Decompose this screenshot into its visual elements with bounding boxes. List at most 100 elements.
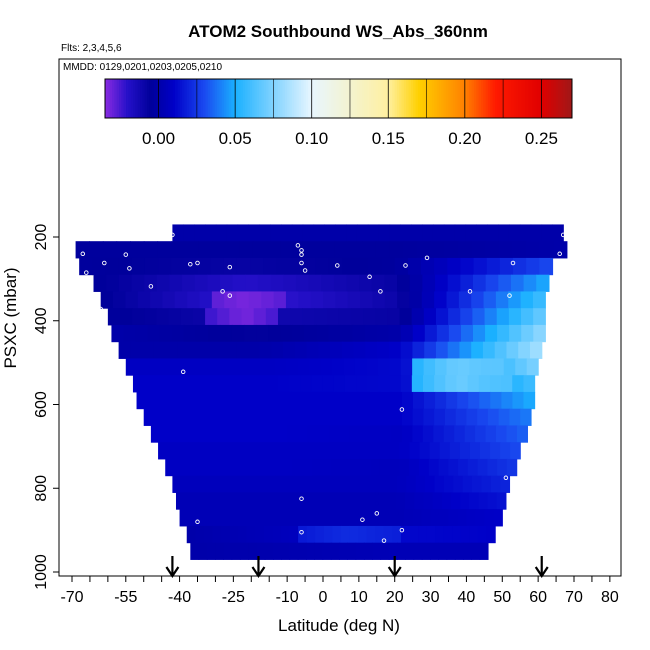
heatmap-cell [401,391,414,410]
heatmap-cell [137,291,151,309]
colorbar-frame [104,78,573,119]
colorbar-segment [303,79,307,118]
heatmap-cell [130,341,143,359]
heatmap-cell [350,475,361,493]
colorbar-segment [541,79,545,118]
heatmap-cell [389,458,401,477]
heatmap-cell [298,525,308,544]
colorbar-segment [487,79,491,118]
heatmap-cell [269,391,281,410]
colorbar-segment [408,79,412,118]
heatmap-cell [500,475,511,493]
colorbar-segment [478,79,482,118]
heatmap-cell [206,542,216,560]
heatmap-cell [240,408,252,426]
heatmap-cell [322,492,333,510]
heatmap-cell [215,509,225,527]
heatmap-cell [333,375,346,393]
heatmap-cell [436,324,450,343]
heatmap-cell [125,291,139,309]
colorbar-segment [238,79,241,118]
heatmap-cell [295,274,310,292]
heatmap-cell [311,458,323,477]
colorbar-segment [231,79,234,118]
heatmap-cell [257,274,272,292]
observation-point [374,511,380,516]
colorbar-segment [394,79,398,118]
heatmap-cell [432,492,443,510]
heatmap-cell [462,475,473,493]
heatmap-cell [509,408,521,426]
heatmap-cell [300,375,313,393]
heatmap-cell [229,408,242,426]
heatmap-cell [489,375,502,393]
heatmap-cell [260,509,270,527]
heatmap-cell [340,324,354,343]
heatmap-cell [333,274,348,292]
heatmap-cell [467,375,480,393]
heatmap-cell [423,375,435,393]
heatmap-cell [206,509,217,527]
heatmap-cell [283,341,296,359]
heatmap-cell [197,408,209,426]
heatmap-cell [194,224,206,242]
heatmap-cell [303,475,314,493]
heatmap-cell [177,341,190,359]
heatmap-cell [276,492,287,510]
heatmap-cell [486,257,501,276]
heatmap-cell [375,525,385,544]
heatmap-cell [118,274,133,292]
heatmap-cell [493,509,503,527]
colorbar-segment [240,79,244,118]
heatmap-cell [177,375,190,393]
heatmap-cell [292,458,303,477]
heatmap-cell [224,509,234,527]
heatmap-cell [276,425,288,443]
heatmap-cell [211,291,225,309]
heatmap-cell [385,509,396,527]
heatmap-cell [221,525,231,544]
heatmap-cell [348,408,360,426]
heatmap-cell [186,525,196,544]
colorbar-segment [280,79,283,118]
heatmap-cell [340,509,351,527]
heatmap-cell [256,475,267,493]
heatmap-cell [454,224,467,242]
heatmap-cell [512,391,525,410]
heatmap-cell [168,308,182,326]
heatmap-cell [434,257,448,276]
heatmap-cell [484,308,498,326]
observation-point [378,289,383,294]
colorbar-segment [494,79,498,118]
heatmap-cell [195,525,205,544]
heatmap-cell [443,224,456,242]
colorbar-segment [287,79,290,118]
colorbar-segment [200,79,204,118]
colorbar-segment [186,79,190,118]
heatmap-cell [471,241,486,259]
heatmap-cell [418,525,428,544]
heatmap-cell [520,408,532,426]
heatmap-cell [238,442,250,460]
colorbar-segment [506,79,510,118]
heatmap-cell [459,341,472,359]
colorbar-segment [109,79,113,118]
colorbar-segment [296,79,300,118]
colorbar-segment [464,79,468,118]
heatmap-cell [313,391,326,410]
heatmap-cell [506,341,519,359]
heatmap-cell [301,458,313,477]
heatmap-cell [450,492,461,510]
heatmap-cell [297,425,309,443]
heatmap-cell [285,291,299,309]
heatmap-cell [147,391,160,410]
heatmap-cell [422,425,434,443]
colorbar-segment [431,79,435,118]
colorbar-segment [445,79,449,118]
heatmap-cell [359,475,370,493]
heatmap-cell [331,492,342,510]
heatmap-cell [313,224,325,242]
heatmap-cell [389,241,404,259]
x-tick-label: 50 [493,589,511,606]
heatmap-cell [359,274,373,292]
